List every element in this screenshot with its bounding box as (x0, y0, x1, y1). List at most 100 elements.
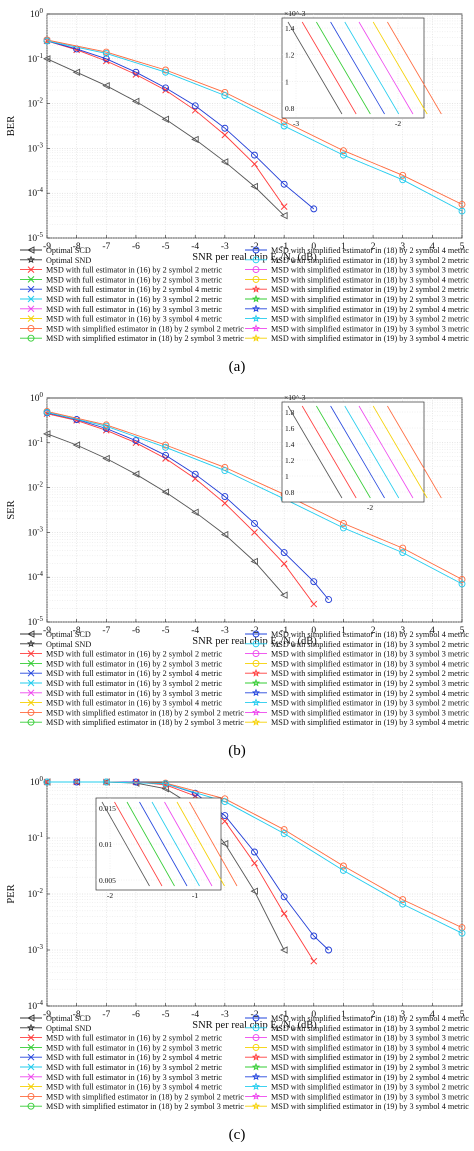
data-point (221, 798, 229, 806)
x-tick-label: 4 (430, 242, 435, 252)
x-tick-label: 1 (341, 626, 346, 636)
inset-series-line (301, 405, 357, 499)
series-line (46, 410, 463, 580)
data-point (132, 68, 140, 76)
y-axis-label: PER (6, 884, 17, 903)
data-point (131, 97, 140, 106)
x-tick-label: -9 (43, 242, 51, 252)
x-tick-label: 2 (371, 626, 376, 636)
x-tick-label: -5 (162, 1010, 170, 1020)
x-tick-label: -1 (280, 242, 288, 252)
data-point (251, 848, 258, 856)
inset-x-tick-label: -1 (192, 891, 198, 900)
inset-zoom: 0.015 0.01 0.005 -2 -1 (95, 797, 238, 900)
x-tick-label: -8 (73, 242, 81, 252)
legend-entry-left: Optimal SND (46, 640, 91, 649)
legend-entry-right: MSD with simplified estimator in (19) by… (271, 305, 469, 314)
x-tick-label: 5 (460, 626, 465, 636)
legend-entry-left: MSD with simplified estimator in (18) by… (46, 324, 244, 333)
x-tick-label: -4 (191, 1010, 199, 1020)
legend-marker (252, 698, 260, 706)
data-point (280, 118, 288, 125)
inset-series-line (287, 405, 343, 499)
legend-marker (252, 304, 260, 313)
inset-y-tick-label: 1.6 (285, 424, 295, 433)
data-point (162, 780, 170, 788)
data-point (250, 182, 258, 191)
legend-entry-right: MSD with simplified estimator in (18) by… (271, 266, 469, 275)
series-group (42, 407, 466, 608)
legend-marker (252, 718, 260, 726)
data-point (280, 830, 288, 837)
data-point (102, 425, 110, 432)
panel-label: (b) (228, 743, 246, 759)
legend-marker (27, 305, 35, 313)
chart-panel-b: -9 -8 -7 -6 -5 -4 -3 -2 -1 0 1 2 3 4 5 100 10-1 10-2 10-3 1… (0, 384, 474, 764)
data-point (191, 135, 199, 144)
legend-entry-right: MSD with simplified estimator in (19) by… (271, 1092, 469, 1101)
data-point (310, 205, 318, 213)
data-point (102, 422, 110, 430)
series-line (46, 40, 463, 212)
x-tick-label: -3 (221, 1010, 229, 1020)
legend-marker (252, 678, 260, 687)
legend-marker (27, 669, 35, 677)
inset-series-line (176, 801, 225, 887)
legend-marker (252, 334, 260, 342)
legend-entry-right: MSD with simplified estimator in (19) by… (271, 315, 469, 324)
x-tick-label: -7 (102, 626, 110, 636)
legend-entry-left: MSD with full estimator in (16) by 2 sym… (46, 285, 222, 294)
legend-marker (27, 1044, 35, 1051)
inset-series-line (287, 21, 343, 115)
x-tick-label: -9 (43, 626, 51, 636)
x-tick-label: 5 (460, 242, 465, 252)
legend-marker (252, 1092, 260, 1100)
data-point (220, 839, 229, 848)
data-point (162, 451, 170, 459)
data-point (221, 812, 229, 820)
data-point (458, 575, 466, 583)
panel-label: (c) (228, 1127, 246, 1143)
y-tick-label: 10-5 (28, 231, 44, 244)
legend-entry-left: MSD with full estimator in (16) by 2 sym… (46, 1034, 222, 1043)
legend-marker (252, 640, 260, 648)
legend-entry-right: MSD with simplified estimator in (19) by… (271, 1083, 469, 1092)
data-point (191, 470, 199, 478)
data-point (280, 893, 288, 901)
inset-series-line (387, 21, 442, 115)
legend-entry-left: Optimal SND (46, 256, 91, 265)
inset-series-line (344, 21, 400, 115)
inset-series-line (387, 405, 442, 499)
legend-marker (27, 1053, 35, 1061)
legend-entry-left: MSD with full estimator in (16) by 3 sym… (46, 689, 222, 698)
data-point (399, 176, 407, 184)
inset-x-tick-label: -3 (293, 119, 299, 128)
data-point (42, 55, 51, 63)
data-point (310, 600, 318, 608)
legend-marker (27, 1083, 35, 1090)
x-tick-label: 0 (311, 242, 316, 252)
legend-entry-left: MSD with full estimator in (16) by 3 sym… (46, 295, 222, 304)
data-point (220, 530, 229, 539)
inset-series-line (358, 405, 414, 499)
data-point (102, 81, 110, 90)
panel-label: (a) (228, 359, 246, 375)
legend-marker (27, 255, 35, 264)
inset-series-line (316, 405, 371, 499)
data-point (102, 57, 110, 65)
inset-frame (281, 401, 425, 503)
legend-entry-right: MSD with simplified estimator in (19) by… (271, 324, 469, 333)
data-point (132, 778, 140, 786)
legend-marker (252, 314, 260, 322)
y-tick-label: 100 (30, 391, 44, 404)
legend-marker (252, 266, 260, 274)
data-point (280, 591, 288, 599)
legend-marker (27, 1023, 35, 1032)
y-tick-label: 10-3 (28, 943, 44, 956)
data-point (251, 519, 258, 527)
x-tick-label: 3 (400, 626, 405, 636)
inset-series-line (330, 405, 385, 499)
legend-entry-right: MSD with simplified estimator in (19) by… (271, 718, 469, 727)
data-point (399, 544, 407, 552)
